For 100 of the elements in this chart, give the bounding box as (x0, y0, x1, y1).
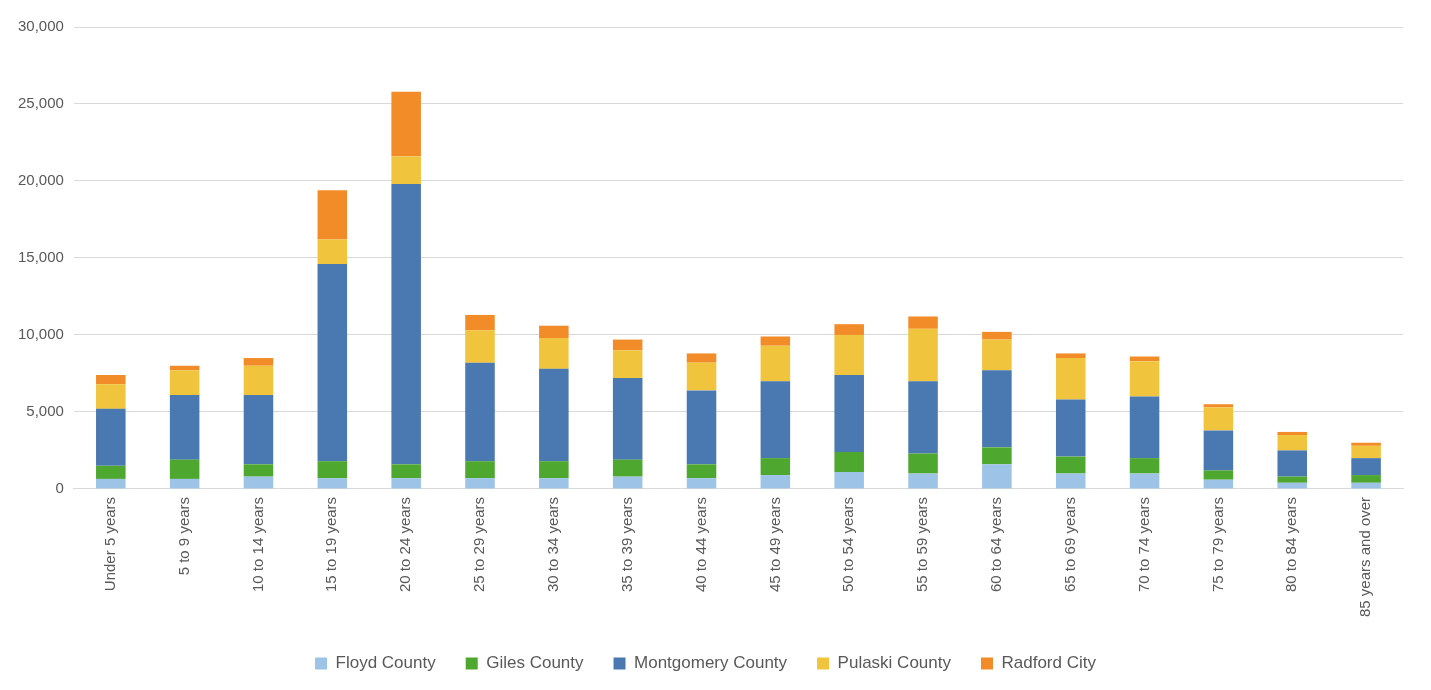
bar (539, 338, 569, 369)
bar (686, 353, 717, 363)
bar (834, 451, 864, 472)
bar (96, 478, 126, 489)
bar (465, 330, 495, 363)
y-tick-label: 5,000 (26, 402, 64, 420)
bar (317, 461, 348, 479)
bar (391, 91, 421, 157)
bar (243, 395, 274, 465)
bar (317, 239, 348, 265)
x-tick-label: 45 to 49 years (765, 496, 783, 592)
bar (1351, 458, 1381, 476)
bar (834, 471, 864, 489)
bar (908, 328, 938, 382)
bar (1277, 435, 1308, 451)
x-tick-label: 15 to 19 years (322, 496, 340, 592)
bar (1055, 399, 1086, 457)
bar (96, 408, 126, 466)
y-tick-label: 30,000 (17, 17, 64, 35)
bar (243, 464, 274, 477)
bar (539, 478, 569, 489)
bar (760, 345, 791, 382)
bar (982, 331, 1012, 340)
bar (317, 190, 348, 240)
bar (539, 368, 569, 462)
bar (612, 378, 643, 460)
bar (908, 473, 938, 489)
bar (465, 461, 495, 479)
bar (686, 464, 717, 479)
x-tick-label: 5 to 9 years (174, 496, 192, 576)
bar (1351, 475, 1381, 483)
bar (760, 381, 791, 459)
bar (1277, 476, 1308, 483)
bar (982, 447, 1012, 465)
bar (612, 350, 643, 379)
bar (317, 264, 348, 462)
legend-label: Giles County (486, 653, 585, 673)
bar (760, 475, 791, 489)
bar (834, 334, 864, 375)
y-tick-label: 20,000 (17, 171, 64, 189)
bar (1055, 358, 1086, 400)
bar (169, 395, 200, 460)
bar (908, 316, 938, 329)
legend-label: Radford City (1001, 653, 1097, 673)
bar (391, 156, 421, 185)
bar (243, 365, 274, 395)
bar (243, 476, 274, 489)
bar (1203, 404, 1234, 408)
x-tick-label: 10 to 14 years (248, 496, 266, 592)
x-tick-label: 75 to 79 years (1208, 496, 1226, 592)
x-tick-label: 35 to 39 years (617, 496, 635, 592)
bar (465, 362, 495, 462)
bar (908, 381, 938, 454)
legend-label: Pulaski County (837, 653, 952, 673)
y-tick-label: 15,000 (17, 248, 64, 266)
bar (539, 461, 569, 479)
bar (1351, 445, 1381, 459)
bar (686, 362, 717, 391)
bar (391, 184, 421, 465)
x-tick-label: 30 to 34 years (543, 496, 561, 592)
bar (982, 464, 1012, 489)
bar (1129, 361, 1160, 397)
bar (612, 339, 643, 351)
bar (169, 370, 200, 395)
bar (908, 453, 938, 474)
bar (169, 478, 200, 489)
x-tick-label: Under 5 years (100, 496, 118, 592)
bar (1351, 482, 1381, 489)
bar (96, 374, 126, 385)
bar (1203, 407, 1234, 431)
x-tick-label: 85 years and over (1356, 496, 1374, 617)
bar (760, 336, 791, 346)
x-tick-label: 25 to 29 years (470, 496, 488, 592)
bar (465, 478, 495, 489)
bar (834, 324, 864, 335)
bar (686, 390, 717, 465)
y-tick-label: 25,000 (17, 94, 64, 112)
legend-label: Montgomery County (634, 653, 788, 673)
bar (1203, 470, 1234, 480)
bar (834, 374, 864, 452)
bar (317, 478, 348, 489)
bar (982, 370, 1012, 448)
bar (1203, 430, 1234, 471)
bar (1129, 458, 1160, 474)
bar (1277, 431, 1308, 436)
bar (96, 465, 126, 479)
bar (1055, 353, 1086, 359)
bar (243, 358, 274, 366)
x-tick-label: 80 to 84 years (1282, 496, 1300, 592)
bar (539, 325, 569, 339)
x-tick-label: 40 to 44 years (691, 496, 709, 592)
bar (465, 314, 495, 331)
bar (1129, 396, 1160, 459)
bar (1055, 473, 1086, 489)
bar (982, 339, 1012, 371)
bar (391, 478, 421, 489)
bar (169, 459, 200, 479)
y-tick-label: 0 (55, 479, 64, 497)
x-tick-label: 20 to 24 years (396, 496, 414, 592)
bar (1203, 479, 1234, 489)
